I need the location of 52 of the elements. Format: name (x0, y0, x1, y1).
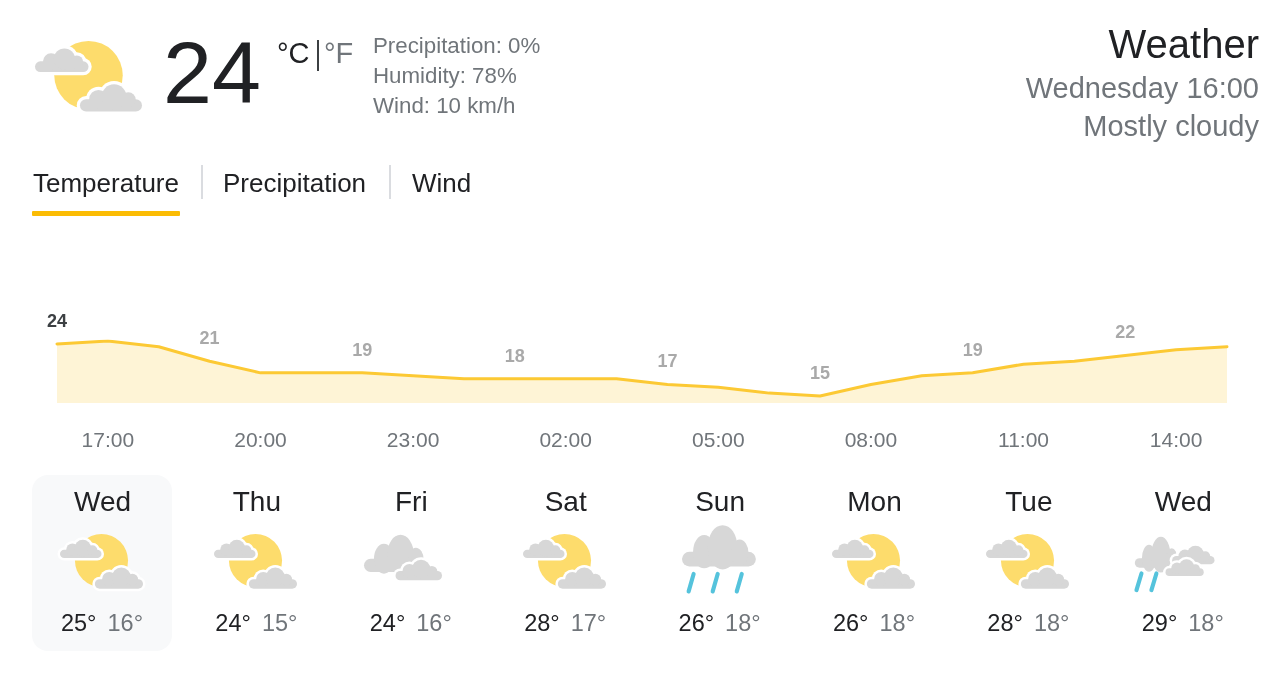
text: Wednesday 16:00 (1025, 72, 1259, 105)
text: Weather (1108, 22, 1259, 67)
text: 18° (1188, 610, 1224, 637)
category-label: Sat (544, 486, 587, 518)
text: 25° (60, 610, 97, 637)
category-label: Sun (695, 486, 746, 518)
x-tick-label: 05:00 (692, 428, 745, 451)
text: 28° (524, 610, 560, 637)
data-label: 19 (352, 339, 373, 360)
data-label: 21 (199, 328, 220, 349)
text: 16° (416, 610, 452, 637)
text: 24° (215, 610, 251, 637)
x-tick-label: 14:00 (1149, 428, 1203, 451)
x-tick-label: 11:00 (998, 428, 1050, 451)
data-label: 19 (962, 339, 983, 360)
text: 18° (879, 610, 916, 637)
text: 18° (725, 610, 761, 637)
x-tick-label: 08:00 (844, 428, 898, 451)
data-label: 18 (504, 345, 525, 366)
category-label: Wed (1154, 486, 1212, 518)
text: 16° (107, 610, 144, 637)
category-label: Thu (232, 486, 282, 518)
text: °C (277, 37, 310, 70)
text: Wind: 10 km/h (373, 93, 516, 119)
text: Humidity: 78% (373, 63, 517, 89)
text: °F (324, 37, 354, 70)
text: 26° (678, 610, 715, 637)
text: Temperature (33, 167, 179, 198)
x-tick-label: 17:00 (81, 428, 135, 451)
text: 28° (987, 610, 1023, 637)
text: 18° (1033, 610, 1070, 637)
x-tick-label: 23:00 (386, 428, 440, 451)
text: 15° (261, 610, 298, 637)
category-label: Tue (1005, 486, 1053, 518)
category-label: Mon (847, 486, 902, 518)
text: Mostly cloudy (1083, 110, 1259, 143)
text: 29° (1141, 610, 1178, 637)
text: Precipitation: 0% (373, 33, 541, 59)
data-label: 24 (46, 310, 68, 331)
x-tick-label: 02:00 (539, 428, 592, 451)
data-label: 15 (810, 363, 831, 384)
x-tick-label: 20:00 (234, 428, 287, 451)
text: 26° (832, 610, 869, 637)
text: 24° (369, 610, 406, 637)
data-label: 22 (1115, 322, 1136, 343)
category-label: Fri (394, 486, 428, 518)
data-label: 17 (657, 351, 678, 372)
text: Wind (412, 167, 472, 198)
text: 24 (163, 22, 261, 122)
text: Precipitation (223, 167, 367, 198)
category-label: Wed (73, 486, 132, 518)
text: 17° (570, 610, 607, 637)
